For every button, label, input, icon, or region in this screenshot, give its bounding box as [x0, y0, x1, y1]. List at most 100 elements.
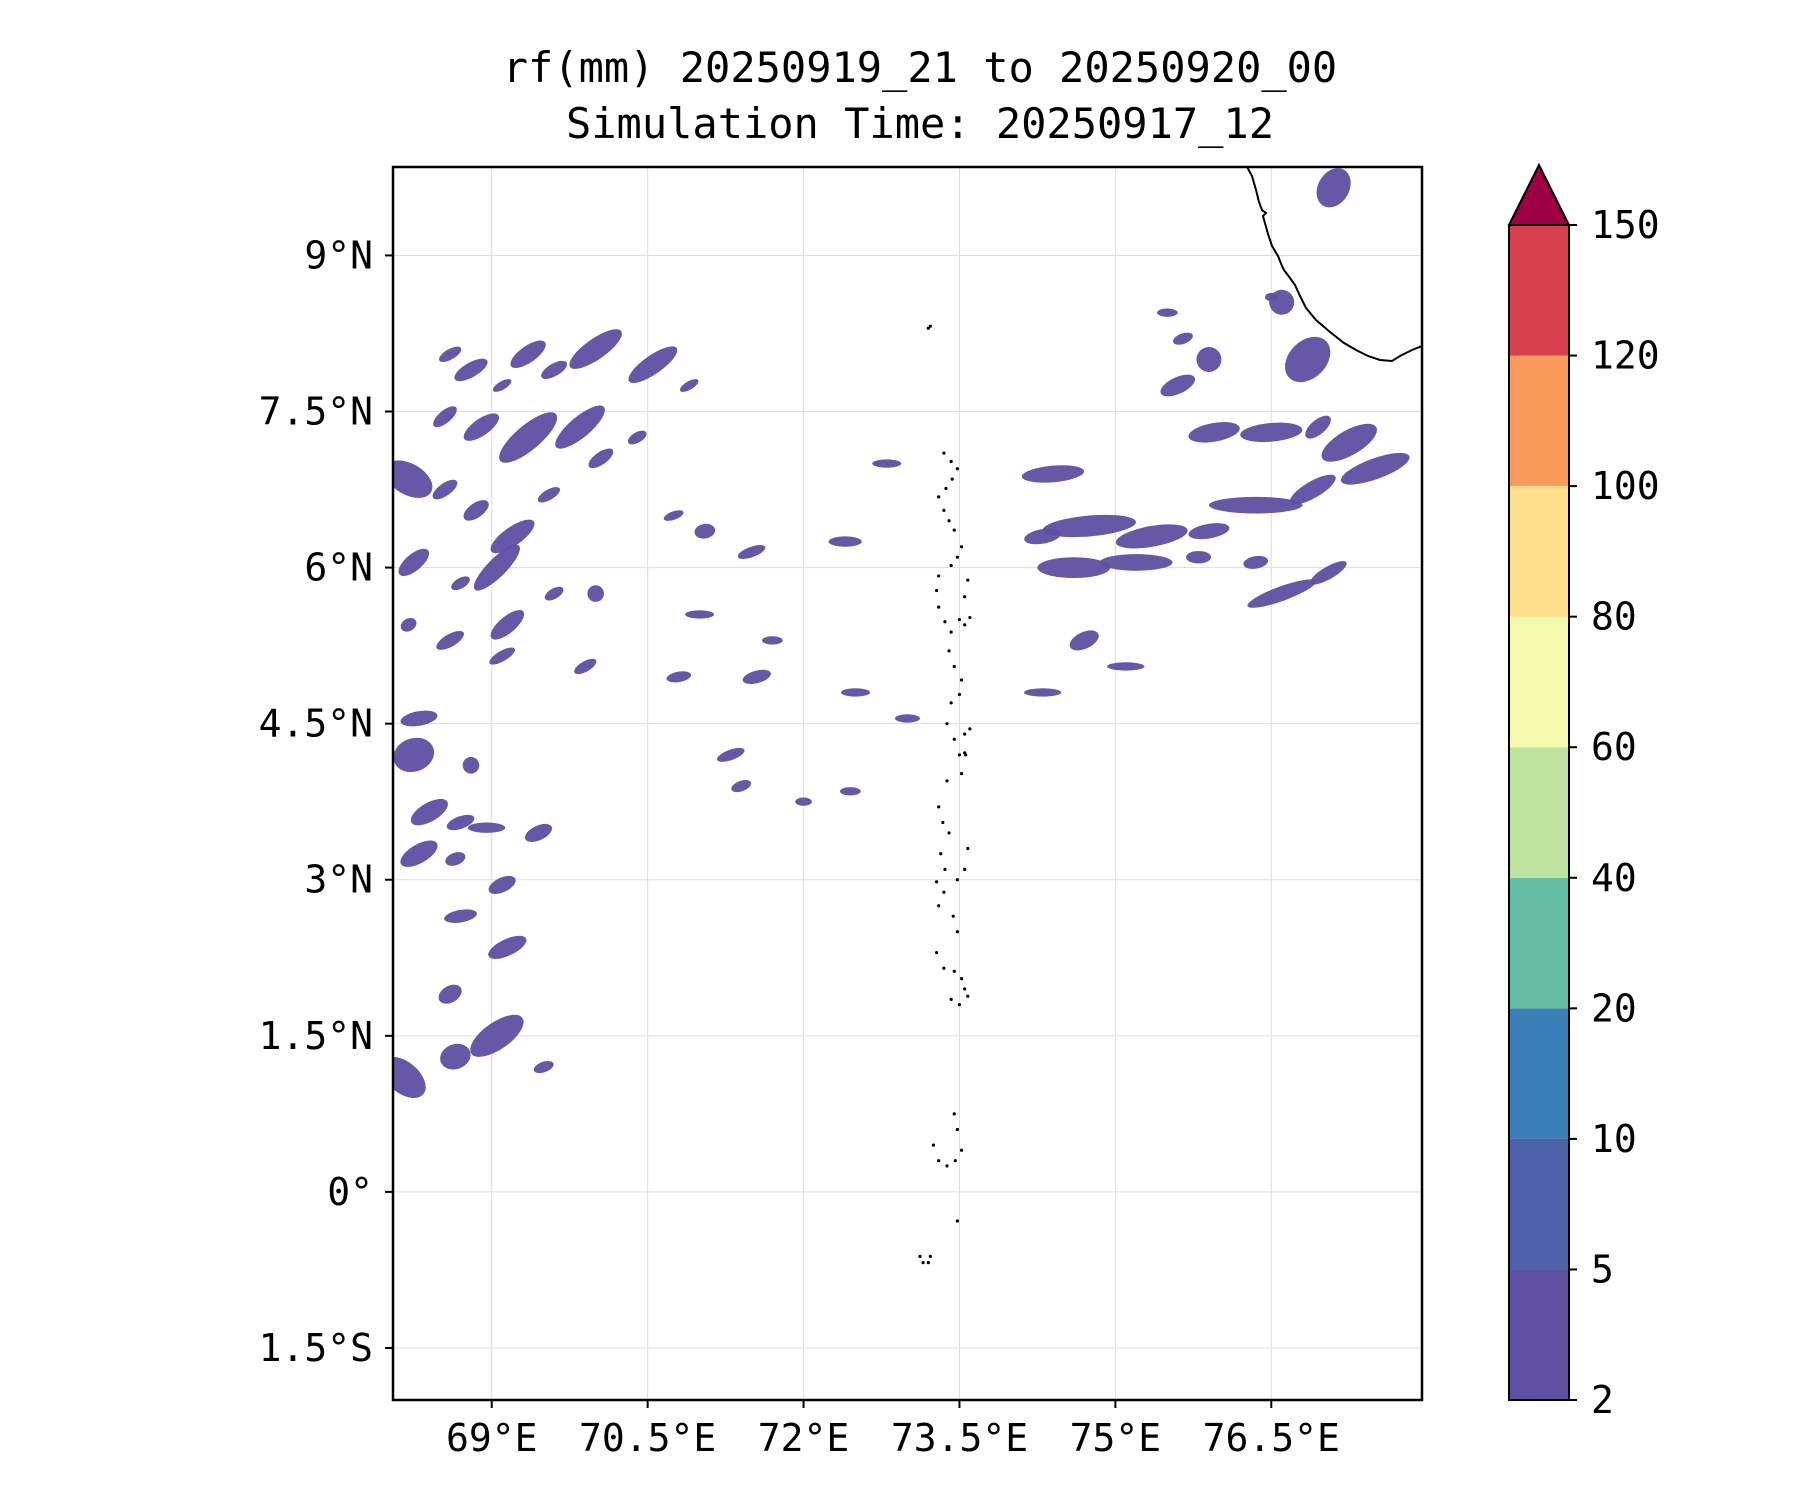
colorbar-label-6: 80 — [1591, 595, 1637, 639]
island-dot-36 — [939, 852, 943, 856]
island-dot-26 — [949, 701, 953, 705]
island-dot-49 — [959, 976, 964, 981]
island-dot-22 — [947, 649, 951, 653]
colorbar-segment-5 — [1509, 616, 1569, 748]
colorbar-label-3: 20 — [1591, 986, 1637, 1030]
x-tick-label-1: 70.5°E — [579, 1416, 716, 1460]
island-dot-48 — [952, 969, 956, 973]
island-dot-19 — [968, 615, 972, 620]
island-dot-43 — [966, 846, 970, 851]
rain-cell-21 — [473, 544, 520, 591]
island-dot-18 — [963, 623, 967, 627]
island-dot-57 — [953, 1159, 957, 1163]
rain-cell-6 — [628, 346, 678, 384]
colorbar-label-4: 40 — [1591, 856, 1637, 900]
rain-cell-53 — [717, 747, 745, 762]
island-dot-2 — [955, 467, 959, 471]
colorbar-segment-2 — [1509, 1008, 1569, 1139]
island-dot-46 — [935, 950, 939, 955]
island-dot-24 — [959, 678, 964, 682]
rain-cell-67 — [1186, 550, 1212, 564]
rain-cell-28 — [574, 658, 597, 675]
rain-cell-79 — [1289, 474, 1336, 505]
rain-cell-59 — [828, 536, 862, 547]
island-dot-23 — [952, 664, 956, 669]
colorbar-segment-0 — [1509, 1269, 1569, 1400]
rainfall-layer — [393, 168, 1410, 1098]
rain-cell-56 — [839, 787, 861, 796]
rain-cell-47 — [737, 545, 766, 559]
rain-cell-54 — [731, 780, 752, 793]
rain-cell-66 — [1099, 554, 1173, 571]
island-dot-13 — [935, 588, 939, 593]
rain-cell-27 — [489, 647, 516, 665]
island-dot-33 — [937, 805, 941, 809]
island-dot-37 — [943, 867, 947, 871]
rain-cell-63 — [1188, 523, 1230, 540]
island-dot-55 — [955, 1127, 959, 1132]
island-dot-39 — [942, 890, 946, 894]
rain-cell-18 — [537, 487, 561, 503]
rain-cell-26 — [490, 610, 525, 640]
island-dot-66 — [926, 326, 930, 330]
rain-cell-4 — [541, 360, 568, 379]
x-tick-label-3: 73.5°E — [891, 1416, 1028, 1460]
island-dot-9 — [959, 545, 964, 549]
x-tick-label-2: 72°E — [758, 1416, 850, 1460]
rain-cell-23 — [587, 585, 604, 602]
island-dot-67 — [928, 324, 932, 328]
rain-cell-81 — [1310, 561, 1347, 585]
rain-cell-40 — [488, 935, 527, 959]
island-dot-25 — [957, 692, 962, 697]
rain-cell-88 — [1265, 292, 1278, 302]
india-coastline — [1246, 167, 1422, 363]
rain-cell-43 — [440, 1043, 471, 1070]
rain-cell-33 — [446, 814, 475, 831]
island-dot-32 — [945, 779, 949, 783]
colorbar-label-1: 5 — [1591, 1247, 1614, 1291]
island-dot-3 — [950, 477, 954, 481]
colorbar-label-8: 120 — [1591, 334, 1660, 378]
island-dot-69 — [957, 753, 962, 757]
island-dot-64 — [926, 1261, 930, 1265]
island-dot-42 — [963, 867, 967, 871]
y-axis-ticks: 9°N 7.5°N 6°N 4.5°N 3°N 1.5°N 0° 1.5°S — [259, 233, 393, 1370]
rain-cell-55 — [795, 797, 812, 806]
island-dot-6 — [942, 508, 946, 512]
rain-cell-62 — [1115, 524, 1188, 549]
colorbar-segment-1 — [1509, 1138, 1569, 1270]
y-tick-label-2: 6°N — [304, 546, 373, 590]
x-axis-ticks: 69°E 70.5°E 72°E 73.5°E 75°E 76.5°E — [446, 1400, 1340, 1460]
y-tick-label-4: 3°N — [304, 858, 373, 902]
island-dot-28 — [952, 737, 956, 741]
island-dot-12 — [937, 574, 941, 578]
rain-cell-45 — [533, 1060, 554, 1074]
island-dot-4 — [944, 486, 948, 491]
rain-cell-17 — [490, 519, 535, 554]
title-line-2: Simulation Time: 20250917_12 — [566, 99, 1274, 148]
rain-cell-50 — [666, 671, 692, 683]
rain-cell-41 — [438, 984, 462, 1004]
coastline-layer — [1246, 167, 1422, 363]
y-tick-label-1: 7.5°N — [259, 390, 373, 434]
rain-cell-68 — [1243, 555, 1269, 569]
island-dot-65 — [928, 1254, 932, 1259]
island-dot-52 — [957, 1003, 962, 1007]
island-dot-34 — [941, 820, 945, 825]
rain-cell-31 — [462, 756, 480, 774]
colorbar-segment-8 — [1509, 225, 1569, 356]
colorbar-label-0: 2 — [1591, 1378, 1614, 1422]
title-line-1: rf(mm) 20250919_21 to 20250920_00 — [503, 43, 1337, 92]
island-dot-61 — [955, 1219, 959, 1223]
rain-cell-70 — [1069, 630, 1099, 651]
island-dot-38 — [935, 880, 939, 884]
rain-cell-64 — [1024, 528, 1062, 545]
rain-cell-36 — [400, 840, 438, 867]
island-dot-51 — [949, 997, 953, 1002]
colorbar-segment-6 — [1509, 486, 1569, 617]
island-dot-14 — [937, 605, 941, 609]
island-dot-50 — [963, 987, 967, 991]
rain-cell-11 — [555, 405, 605, 449]
island-dot-10 — [955, 555, 959, 559]
island-dot-35 — [947, 831, 951, 835]
